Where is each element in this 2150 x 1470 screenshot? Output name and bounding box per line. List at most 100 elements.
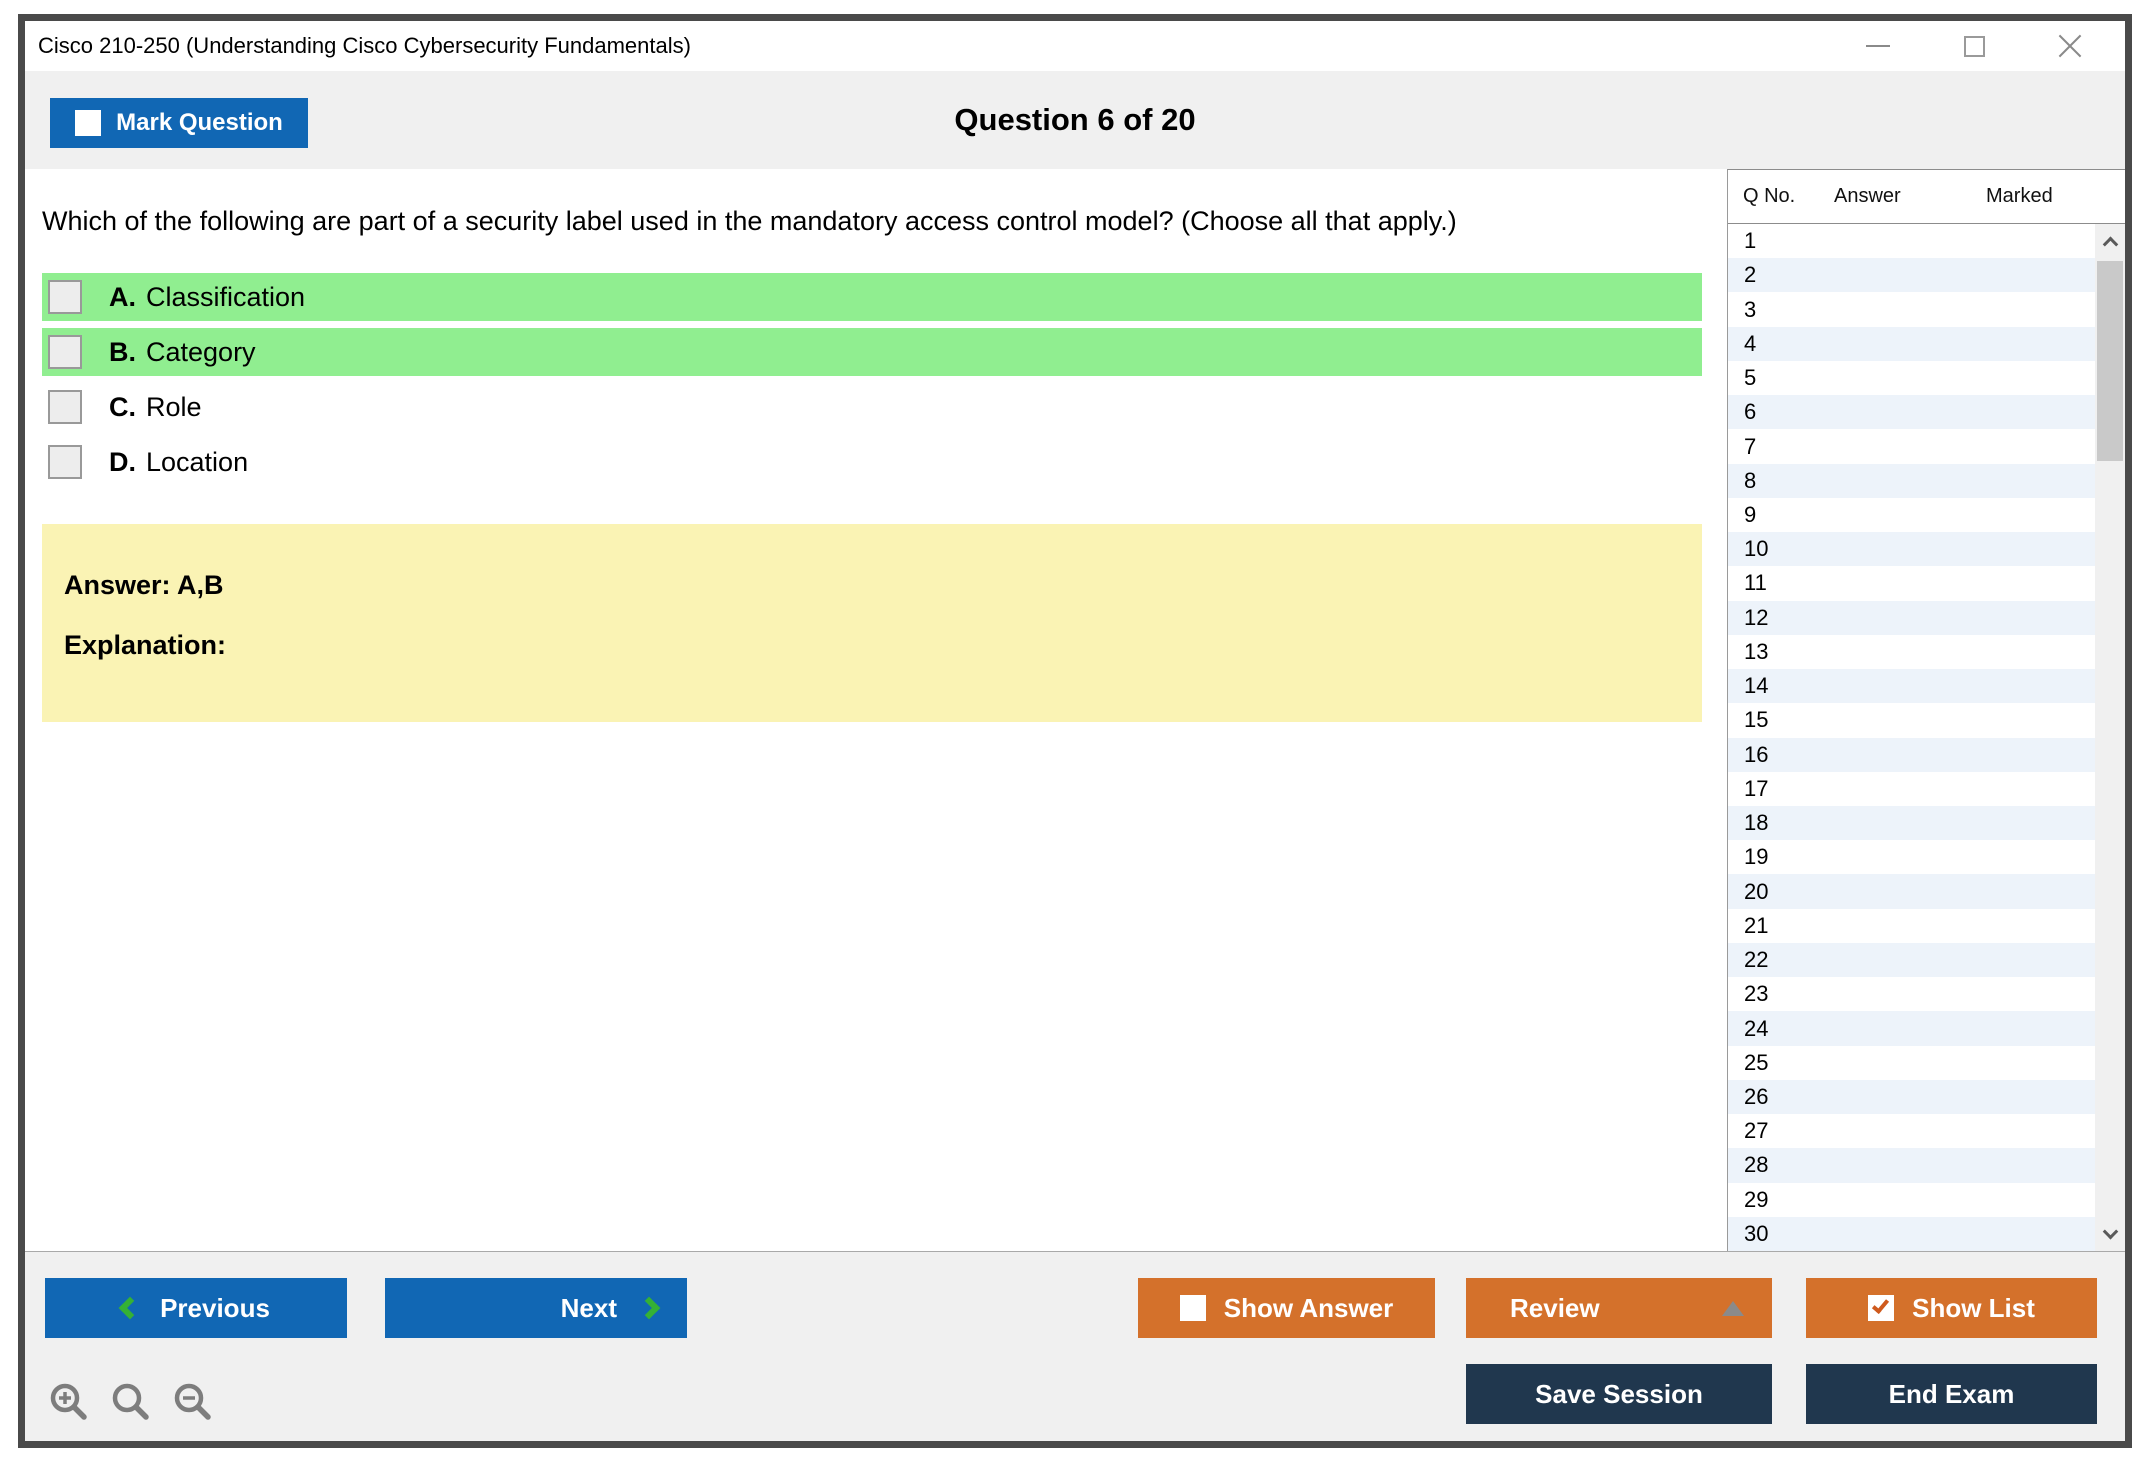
question-list-row-11[interactable]: 11 xyxy=(1728,566,2095,601)
option-b-checkbox[interactable] xyxy=(48,335,82,369)
option-row-d[interactable]: D. Location xyxy=(42,438,1702,486)
scrollbar-up-arrow[interactable] xyxy=(2095,224,2125,258)
question-header-bar: Mark Question Question 6 of 20 xyxy=(25,71,2125,169)
question-list-row-5[interactable]: 5 xyxy=(1728,360,2095,396)
show-answer-label: Show Answer xyxy=(1223,1292,1394,1323)
zoom-out-icon[interactable] xyxy=(171,1380,217,1426)
mark-question-button[interactable]: Mark Question xyxy=(50,98,308,148)
question-list-row-27[interactable]: 27 xyxy=(1728,1114,2095,1149)
save-session-button[interactable]: Save Session xyxy=(1466,1364,1772,1424)
chevron-down-icon xyxy=(2102,1223,2118,1239)
minimize-icon xyxy=(1866,45,1890,47)
next-button[interactable]: Next xyxy=(385,1278,687,1338)
question-list-row-4[interactable]: 4 xyxy=(1728,326,2095,361)
question-counter: Question 6 of 20 xyxy=(954,102,1196,137)
question-list-row-22[interactable]: 22 xyxy=(1728,942,2095,978)
question-list-header: Q No. Answer Marked xyxy=(1728,170,2125,224)
show-list-button[interactable]: Show List xyxy=(1806,1278,2097,1338)
zoom-in-icon[interactable] xyxy=(47,1380,93,1426)
explanation-text: Explanation: xyxy=(64,630,227,660)
row-qno: 23 xyxy=(1744,981,1769,1007)
window-title: Cisco 210-250 (Understanding Cisco Cyber… xyxy=(38,33,691,58)
review-button[interactable]: Review xyxy=(1466,1278,1772,1338)
column-header-answer: Answer xyxy=(1834,185,1901,207)
option-c-checkbox[interactable] xyxy=(48,390,82,424)
option-text: Location xyxy=(146,446,249,477)
row-qno: 30 xyxy=(1744,1220,1769,1246)
question-list-row-9[interactable]: 9 xyxy=(1728,497,2095,533)
title-bar: Cisco 210-250 (Understanding Cisco Cyber… xyxy=(25,21,2125,71)
question-list-row-10[interactable]: 10 xyxy=(1728,532,2095,567)
question-list-row-15[interactable]: 15 xyxy=(1728,703,2095,738)
options-list: A. Classification B. Category C. Role D. Locati… xyxy=(42,273,1727,486)
question-list-row-12[interactable]: 12 xyxy=(1728,600,2095,635)
option-row-c[interactable]: C. Role xyxy=(42,383,1702,431)
question-list-row-8[interactable]: 8 xyxy=(1728,463,2095,498)
previous-button[interactable]: Previous xyxy=(45,1278,347,1338)
answer-panel: Answer: A,B Explanation: xyxy=(42,524,1702,722)
question-list-row-2[interactable]: 2 xyxy=(1728,258,2095,293)
question-list-row-21[interactable]: 21 xyxy=(1728,908,2095,943)
next-label: Next xyxy=(560,1292,617,1323)
checkmark-icon xyxy=(1872,1295,1890,1315)
question-list-row-26[interactable]: 26 xyxy=(1728,1079,2095,1115)
option-text: Category xyxy=(146,336,256,367)
row-qno: 13 xyxy=(1744,638,1769,664)
question-list-row-30[interactable]: 30 xyxy=(1728,1216,2095,1252)
question-list-row-25[interactable]: 25 xyxy=(1728,1045,2095,1080)
chevron-left-icon xyxy=(118,1296,142,1320)
option-d-checkbox[interactable] xyxy=(48,445,82,479)
question-list-row-16[interactable]: 16 xyxy=(1728,737,2095,772)
row-qno: 24 xyxy=(1744,1015,1769,1041)
save-session-label: Save Session xyxy=(1535,1378,1703,1409)
row-qno: 4 xyxy=(1744,330,1757,356)
option-row-b[interactable]: B. Category xyxy=(42,328,1702,376)
option-a-checkbox[interactable] xyxy=(48,280,82,314)
maximize-button[interactable] xyxy=(1957,29,1991,63)
question-list-row-28[interactable]: 28 xyxy=(1728,1148,2095,1183)
row-qno: 5 xyxy=(1744,365,1757,391)
row-qno: 18 xyxy=(1744,810,1769,836)
minimize-button[interactable] xyxy=(1861,29,1895,63)
question-list-row-24[interactable]: 24 xyxy=(1728,1011,2095,1046)
question-list-panel: Q No. Answer Marked 1 2 3 4 5 6 7 8 9 10 11 12 13 14 1… xyxy=(1727,169,2125,1252)
question-list-row-17[interactable]: 17 xyxy=(1728,771,2095,806)
question-list-row-23[interactable]: 23 xyxy=(1728,977,2095,1012)
app-window: Cisco 210-250 (Understanding Cisco Cyber… xyxy=(18,14,2132,1448)
question-area: Which of the following are part of a sec… xyxy=(25,169,1727,1251)
chevron-right-icon xyxy=(637,1296,661,1320)
question-list-row-19[interactable]: 19 xyxy=(1728,840,2095,875)
row-qno: 19 xyxy=(1744,844,1769,870)
option-row-a[interactable]: A. Classification xyxy=(42,273,1702,321)
show-answer-button[interactable]: Show Answer xyxy=(1138,1278,1435,1338)
option-letter: D. xyxy=(109,446,136,477)
question-list-scrollbar[interactable] xyxy=(2095,224,2125,1251)
option-letter: A. xyxy=(109,281,136,312)
row-qno: 8 xyxy=(1744,467,1757,493)
question-list-row-14[interactable]: 14 xyxy=(1728,669,2095,704)
scrollbar-down-arrow[interactable] xyxy=(2095,1217,2125,1251)
question-list-row-7[interactable]: 7 xyxy=(1728,429,2095,464)
question-list-row-3[interactable]: 3 xyxy=(1728,292,2095,327)
column-header-marked: Marked xyxy=(1986,185,2053,207)
question-list-row-18[interactable]: 18 xyxy=(1728,805,2095,841)
zoom-reset-icon[interactable] xyxy=(109,1380,155,1426)
mark-question-checkbox[interactable] xyxy=(75,110,102,136)
show-list-checkbox[interactable] xyxy=(1868,1295,1895,1321)
show-answer-checkbox[interactable] xyxy=(1179,1295,1206,1321)
question-list-row-6[interactable]: 6 xyxy=(1728,395,2095,430)
row-qno: 22 xyxy=(1744,947,1769,973)
question-list-row-13[interactable]: 13 xyxy=(1728,634,2095,670)
question-list-row-1[interactable]: 1 xyxy=(1728,224,2095,259)
question-list-row-29[interactable]: 29 xyxy=(1728,1182,2095,1217)
row-qno: 15 xyxy=(1744,707,1769,733)
option-letter: C. xyxy=(109,391,136,422)
question-list-row-20[interactable]: 20 xyxy=(1728,874,2095,909)
row-qno: 20 xyxy=(1744,878,1769,904)
row-qno: 17 xyxy=(1744,775,1769,801)
close-button[interactable] xyxy=(2053,29,2087,63)
triangle-up-icon xyxy=(1722,1300,1744,1316)
end-exam-button[interactable]: End Exam xyxy=(1806,1364,2097,1424)
end-exam-label: End Exam xyxy=(1888,1378,2015,1409)
scrollbar-thumb[interactable] xyxy=(2097,261,2123,461)
